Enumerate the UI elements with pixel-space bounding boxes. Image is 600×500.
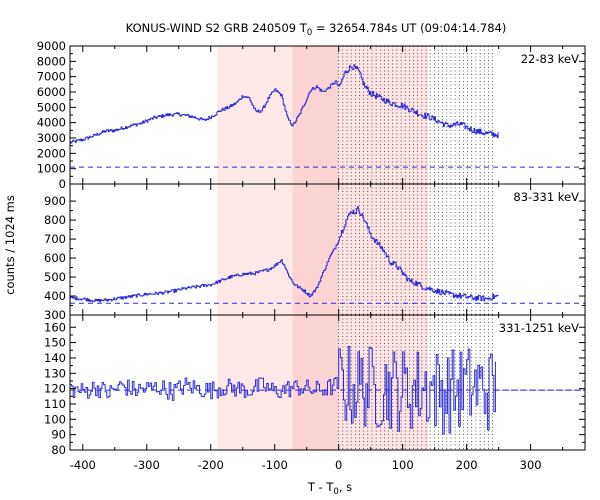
- x-tick-label: -300: [134, 458, 160, 472]
- energy-band-label: 331-1251 keV: [499, 321, 579, 335]
- energy-band-label: 83-331 keV: [513, 190, 579, 204]
- y-tick-label: 700: [44, 232, 66, 246]
- y-tick-label: 900: [44, 194, 66, 208]
- series-line: [70, 64, 499, 144]
- x-tick-label: -400: [70, 458, 96, 472]
- y-tick-label: 500: [44, 270, 66, 284]
- title-main: KONUS-WIND S2 GRB 240509 T: [126, 21, 308, 35]
- x-tick-label: 0: [335, 458, 342, 472]
- y-tick-label: 100: [44, 412, 66, 426]
- y-tick-label: 140: [44, 351, 66, 365]
- chart-title: KONUS-WIND S2 GRB 240509 T0 = 32654.784s…: [126, 21, 507, 38]
- x-tick-label: 300: [520, 458, 542, 472]
- y-tick-label: 300: [44, 308, 66, 322]
- y-tick-label: 0: [59, 177, 66, 191]
- y-tick-label: 5000: [37, 100, 66, 114]
- y-tick-label: 120: [44, 382, 66, 396]
- shade-band-2: [292, 315, 339, 450]
- y-tick-label: 2000: [37, 146, 66, 160]
- y-tick-label: 600: [44, 251, 66, 265]
- shade-band-2: [292, 184, 339, 315]
- x-label-main: T - T: [307, 480, 334, 494]
- y-tick-label: 800: [44, 213, 66, 227]
- title-rest: = 32654.784s UT (09:04:14.784): [312, 21, 506, 35]
- x-tick-label: -200: [198, 458, 224, 472]
- energy-band-label: 22-83 keV: [521, 52, 579, 66]
- panels-group: 010002000300040005000600070008000900022-…: [37, 39, 586, 472]
- y-tick-label: 110: [44, 397, 66, 411]
- panel-frame: [69, 314, 586, 451]
- x-axis-label: T - T0, s: [307, 480, 352, 497]
- series-line: [70, 206, 499, 303]
- y-tick-label: 9000: [37, 39, 66, 53]
- title-subscript: 0: [307, 28, 312, 38]
- y-tick-label: 8000: [37, 54, 66, 68]
- y-tick-label: 150: [44, 336, 66, 350]
- y-tick-label: 80: [51, 443, 66, 457]
- panel-2: 300 400 500 600 700 800 900 83-331 keV: [44, 183, 586, 322]
- shade-band-2: [292, 46, 339, 184]
- shade-band-1: [217, 184, 293, 315]
- y-tick-label: 90: [51, 428, 66, 442]
- y-tick-label: 3000: [37, 131, 66, 145]
- shade-band-3: [338, 46, 429, 184]
- y-tick-label: 4000: [37, 116, 66, 130]
- y-tick-label: 7000: [37, 70, 66, 84]
- shade-band-1: [217, 46, 293, 184]
- x-tick-label: -100: [262, 458, 288, 472]
- y-tick-label: 1000: [37, 162, 66, 176]
- x-label-subscript: 0: [333, 487, 338, 497]
- y-axis-label: counts / 1024 ms: [3, 195, 17, 295]
- x-tick-label: 200: [456, 458, 478, 472]
- shade-band-3: [338, 315, 429, 450]
- y-tick-label: 130: [44, 366, 66, 380]
- y-tick-label: 400: [44, 289, 66, 303]
- series-line: [70, 345, 496, 435]
- x-label-rest: , s: [339, 480, 352, 494]
- y-tick-label: 6000: [37, 85, 66, 99]
- x-tick-label: 100: [392, 458, 414, 472]
- y-tick-label: 160: [44, 320, 66, 334]
